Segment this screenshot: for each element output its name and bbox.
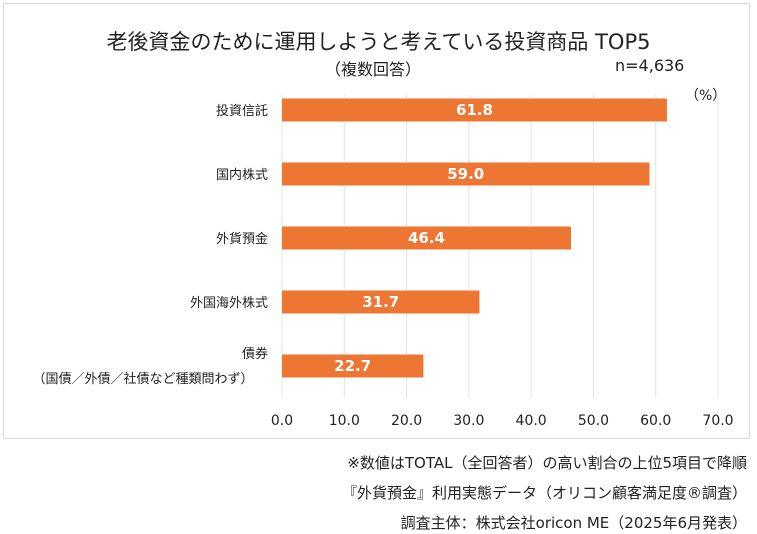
chart-frame xyxy=(3,3,750,439)
category-sublabel: （国債／外債／社債など種類問わず） xyxy=(32,371,253,387)
category-label: 国内株式 xyxy=(216,167,268,183)
x-tick-label: 60.0 xyxy=(640,413,671,429)
bar-5 xyxy=(282,354,424,378)
note-source: 『外貨預金』利用実態データ（オリコン顧客満足度®調査） xyxy=(341,484,747,502)
bar-1 xyxy=(282,98,667,122)
bar-value-label: 59.0 xyxy=(447,165,484,183)
x-tick-label: 40.0 xyxy=(516,413,547,429)
chart-subtitle: （複数回答） xyxy=(325,60,422,79)
bar-4 xyxy=(282,290,480,314)
bar-value-label: 61.8 xyxy=(456,101,493,119)
category-label: 外貨預金 xyxy=(216,231,268,247)
x-tick-label: 0.0 xyxy=(271,413,293,429)
bar-value-label: 22.7 xyxy=(334,357,371,375)
sample-size: n=4,636 xyxy=(615,56,685,75)
note-publisher: 調査主体：株式会社oricon ME（2025年6月発表） xyxy=(400,514,747,532)
x-tick-label: 20.0 xyxy=(391,413,422,429)
bar-2 xyxy=(282,162,650,186)
category-label: 投資信託 xyxy=(216,103,268,119)
unit-label: （%） xyxy=(685,88,727,104)
x-tick-label: 50.0 xyxy=(578,413,609,429)
bar-value-label: 31.7 xyxy=(362,293,399,311)
chart-title: 老後資金のために運用しようと考えている投資商品 TOP5 xyxy=(106,30,651,54)
bar-3 xyxy=(282,226,572,250)
x-tick-label: 70.0 xyxy=(702,413,733,429)
bar-value-label: 46.4 xyxy=(408,229,445,247)
x-tick-label: 30.0 xyxy=(453,413,484,429)
note-sort-order: ※数値はTOTAL（全回答者）の高い割合の上位5項目で降順 xyxy=(347,454,747,472)
category-label: 債券 xyxy=(242,346,268,362)
category-label: 外国海外株式 xyxy=(190,296,268,311)
x-tick-label: 10.0 xyxy=(329,413,360,429)
